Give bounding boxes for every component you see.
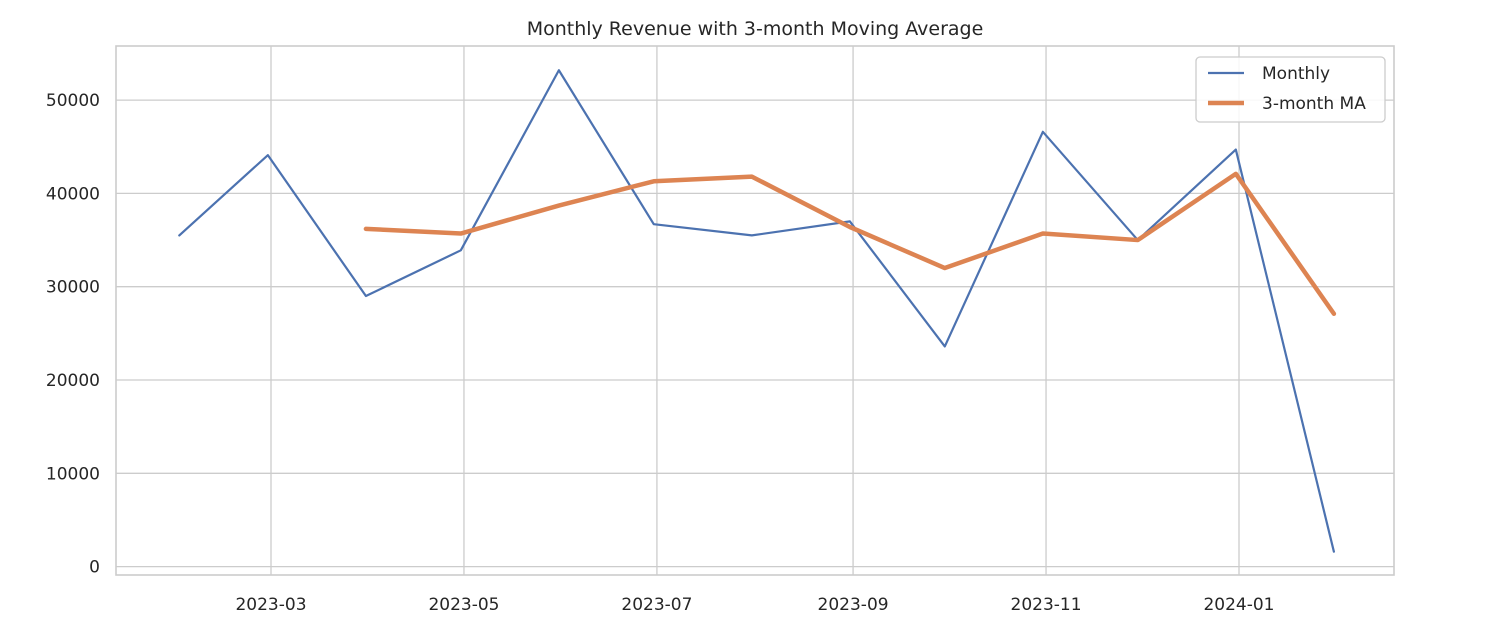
- y-tick-label: 50000: [46, 91, 100, 111]
- y-tick-label: 40000: [46, 184, 100, 204]
- x-tick-label: 2023-05: [428, 595, 499, 615]
- chart-title: Monthly Revenue with 3-month Moving Aver…: [527, 18, 984, 40]
- legend-label: Monthly: [1262, 64, 1330, 84]
- series-layer: [178, 69, 1337, 553]
- plot-frame: [115, 45, 1395, 576]
- plot-border: [115, 45, 1395, 576]
- x-axis-tick-labels: 2023-03 2023-05 2023-07 2023-09 2023-11 2024-…: [235, 595, 1274, 615]
- chart-legend: Monthly 3-month MA: [1195, 56, 1386, 123]
- legend-label: 3-month MA: [1262, 94, 1366, 114]
- y-tick-label: 20000: [46, 371, 100, 391]
- x-tick-label: 2023-09: [818, 595, 889, 615]
- x-tick-label: 2023-03: [235, 595, 306, 615]
- series-line-moving-average: [363, 171, 1337, 317]
- grid-layer: [116, 46, 1394, 575]
- y-tick-label: 10000: [46, 464, 100, 484]
- series-line-monthly: [178, 69, 1336, 553]
- y-tick-label: 0: [89, 558, 100, 578]
- x-tick-label: 2024-01: [1203, 595, 1274, 615]
- x-tick-label: 2023-11: [1011, 595, 1082, 615]
- y-tick-label: 30000: [46, 278, 100, 298]
- y-axis-tick-labels: 0 10000 20000 30000 40000 50000: [46, 91, 100, 577]
- x-tick-label: 2023-07: [621, 595, 692, 615]
